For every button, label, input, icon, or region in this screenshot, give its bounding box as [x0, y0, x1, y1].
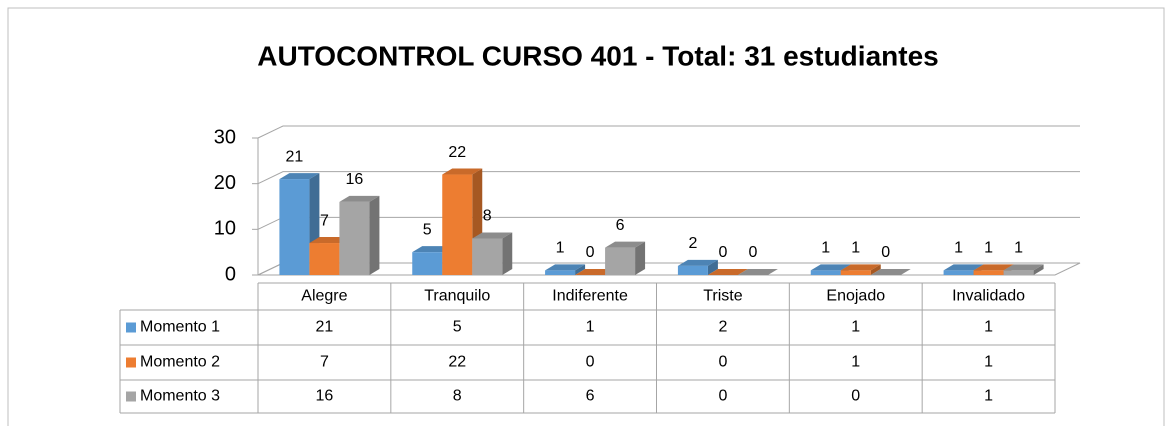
bar-side [870, 264, 881, 275]
table-cell: 8 [453, 388, 462, 405]
data-label: 2 [688, 235, 697, 252]
bar-top [737, 269, 778, 275]
bar [412, 252, 443, 275]
chart-title: AUTOCONTROL CURSO 401 - Total: 31 estudi… [257, 40, 938, 71]
bar-top [943, 264, 984, 271]
bar [1003, 270, 1034, 275]
bar-top [605, 241, 646, 248]
bar-top [870, 269, 911, 275]
bar [943, 270, 974, 275]
grid-line [257, 125, 1080, 139]
bar-side [575, 264, 586, 275]
data-label: 7 [320, 212, 329, 229]
y-tick-label: 0 [225, 263, 236, 285]
legend-key [126, 391, 136, 402]
data-label: 0 [718, 244, 727, 261]
bar-side [502, 232, 513, 275]
y-tick-label: 10 [214, 218, 236, 240]
data-label: 21 [286, 148, 304, 165]
bar-top [677, 259, 718, 266]
data-label: 1 [954, 240, 963, 257]
table-cell: 1 [586, 319, 595, 336]
table-cell: 2 [718, 319, 727, 336]
table-cell: 1 [984, 319, 993, 336]
table-cell: 0 [851, 388, 860, 405]
table-cell: 1 [984, 354, 993, 371]
legend-label: Momento 2 [140, 354, 220, 371]
data-label: 6 [616, 217, 625, 234]
table-cell: 1 [851, 354, 860, 371]
data-label: 8 [483, 208, 492, 225]
bar-top [707, 269, 748, 275]
chart-border [7, 7, 1165, 431]
bar-side [369, 195, 380, 275]
bar-top [973, 264, 1014, 271]
bar [309, 243, 340, 275]
table-cell: 21 [316, 319, 334, 336]
data-label: 1 [556, 240, 565, 257]
legend-label: Momento 3 [140, 388, 220, 405]
table-cell: 1 [851, 319, 860, 336]
bar-top [1003, 264, 1044, 271]
table-cell: 0 [718, 354, 727, 371]
table-cell: 5 [453, 319, 462, 336]
data-label: 0 [881, 244, 890, 261]
bar-top [810, 264, 851, 271]
x-tick-label: Triste [703, 288, 743, 305]
data-label: 0 [586, 244, 595, 261]
x-tick-label: Alegre [301, 288, 347, 305]
bar [605, 247, 636, 275]
data-label: 1 [984, 240, 993, 257]
bar-top [840, 264, 881, 271]
y-tick-label: 30 [214, 126, 236, 148]
data-label: 1 [1014, 240, 1023, 257]
bar-side [1033, 264, 1044, 275]
bar-top [442, 168, 483, 175]
data-label: 0 [748, 244, 757, 261]
legend-key [126, 322, 136, 333]
bar [545, 270, 576, 275]
bar-side [707, 259, 718, 275]
data-label: 1 [851, 240, 860, 257]
x-tick-label: Enojado [826, 288, 885, 305]
x-tick-label: Invalidado [952, 288, 1025, 305]
bar-side [635, 241, 646, 275]
bar [840, 270, 871, 275]
table-cell: 1 [984, 388, 993, 405]
table-cell: 0 [586, 354, 595, 371]
bar [339, 201, 370, 275]
table-cell: 22 [448, 354, 466, 371]
bar-top [472, 232, 513, 239]
y-tick-label: 20 [214, 172, 236, 194]
bar [973, 270, 1004, 275]
x-tick-label: Tranquilo [424, 288, 490, 305]
table-cell: 7 [320, 354, 329, 371]
bar [442, 174, 473, 275]
table-cell: 16 [316, 388, 334, 405]
table-cell: 0 [718, 388, 727, 405]
legend-label: Momento 1 [140, 319, 220, 336]
bar [472, 238, 503, 275]
x-tick-label: Indiferente [552, 288, 628, 305]
bar-top [545, 264, 586, 271]
data-label: 1 [821, 240, 830, 257]
bar-top [339, 195, 380, 202]
bar [810, 270, 841, 275]
grid-line [257, 171, 1080, 185]
data-label: 16 [346, 171, 364, 188]
table-cell: 6 [586, 388, 595, 405]
bar-top [279, 173, 320, 180]
data-label: 5 [423, 221, 432, 238]
bar [279, 179, 310, 275]
data-label: 22 [448, 144, 466, 161]
legend-key [126, 357, 136, 368]
bar [677, 265, 708, 275]
